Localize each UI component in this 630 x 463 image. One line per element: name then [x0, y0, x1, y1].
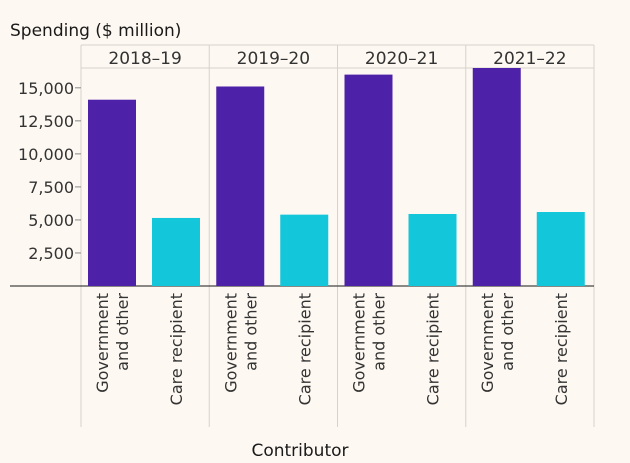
- x-category-label: Care recipient: [424, 293, 443, 405]
- x-category-label: Government: [478, 293, 497, 393]
- x-category-label: Government: [350, 293, 369, 393]
- bar-care-recipient: [536, 212, 585, 286]
- bar-care-recipient: [408, 213, 457, 286]
- x-category-label: Government: [221, 293, 240, 393]
- y-tick-label: 15,000: [18, 79, 74, 98]
- bar-government-and-other: [216, 86, 265, 286]
- bar-government-and-other: [472, 68, 521, 286]
- bars: [88, 68, 585, 286]
- x-category-label: Government: [93, 293, 112, 393]
- bar-care-recipient: [280, 214, 329, 286]
- y-tick-label: 5,000: [28, 211, 74, 230]
- y-tick-label: 10,000: [18, 145, 74, 164]
- bar-care-recipient: [152, 217, 200, 286]
- panel-header: 2019–20: [237, 49, 310, 69]
- x-category-label: and other: [241, 293, 260, 371]
- x-category-label: and other: [113, 293, 132, 371]
- x-category-label: and other: [498, 293, 517, 371]
- panel-header: 2018–19: [108, 49, 181, 69]
- x-axis-labels: Government and other Care recipient Governm…: [93, 293, 571, 406]
- y-tick-label: 12,500: [18, 112, 74, 131]
- bar-government-and-other: [344, 74, 393, 286]
- x-category-label: Care recipient: [552, 293, 571, 405]
- x-axis-title: Contributor: [251, 441, 348, 461]
- y-tick-label: 7,500: [28, 178, 74, 197]
- x-category-label: Care recipient: [295, 293, 314, 405]
- panel-headers: 2018–19 2019–20 2020–21 2021–22: [108, 49, 566, 69]
- grid: [80, 44, 595, 427]
- panel-header: 2021–22: [493, 49, 566, 69]
- x-category-label: Care recipient: [167, 293, 186, 405]
- bar-government-and-other: [88, 99, 136, 286]
- panel-header: 2020–21: [365, 49, 438, 69]
- y-tick-label: 2,500: [28, 244, 74, 263]
- y-axis-title: Spending ($ million): [10, 21, 181, 41]
- x-category-label: and other: [370, 293, 389, 371]
